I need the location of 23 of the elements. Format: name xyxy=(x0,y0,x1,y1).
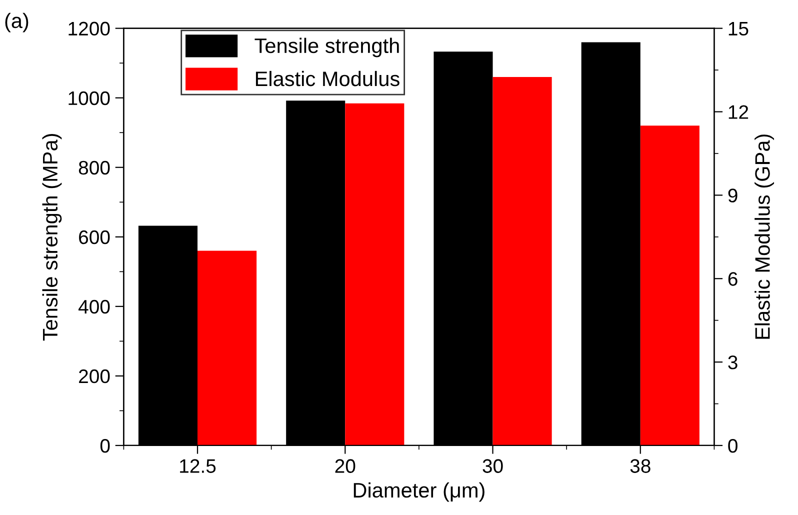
y-tick-label: 800 xyxy=(78,160,110,175)
text: (a) xyxy=(5,12,28,32)
x-tick-label: 12.5 xyxy=(180,459,216,473)
legend-label: Tensile strength xyxy=(254,38,399,58)
x-tick-label: 20 xyxy=(335,459,356,473)
y-tick-label: 1000 xyxy=(68,91,110,106)
y-axis-title: Tensile strength (MPa) xyxy=(42,134,62,341)
y2-tick-label: 0 xyxy=(728,438,738,453)
y-tick-label: 400 xyxy=(78,300,110,314)
y-tick-label: 600 xyxy=(79,230,110,244)
legend-label: Elastic Modulus xyxy=(256,70,400,86)
y2-tick-label: 3 xyxy=(728,356,738,370)
y-tick-label: 1200 xyxy=(68,22,110,36)
x-tick-label: 38 xyxy=(630,459,650,473)
y2-axis-title: Elastic Modulus (GPa) xyxy=(754,134,774,339)
y-tick-label: 0 xyxy=(100,438,110,453)
y2-tick-label: 6 xyxy=(728,272,738,286)
y2-tick-label: 15 xyxy=(728,22,748,36)
x-tick-label: 30 xyxy=(482,459,503,473)
x-axis-title: Diameter (μm) xyxy=(354,482,484,502)
y-tick-label: 200 xyxy=(79,369,110,384)
y2-tick-label: 12 xyxy=(728,105,748,119)
y2-tick-label: 9 xyxy=(728,188,738,202)
